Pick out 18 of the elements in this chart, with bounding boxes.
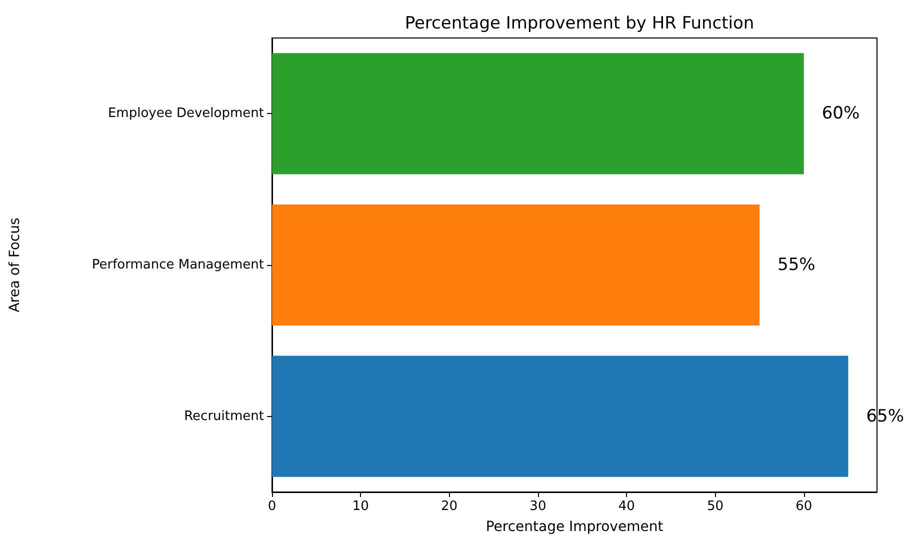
y-tick-label: Performance Management [92,258,264,272]
bar [272,356,848,477]
y-axis-title: Area of Focus [7,218,23,312]
x-tick-label: 20 [441,499,458,514]
data-label: 60% [822,104,860,124]
x-tick-label: 60 [796,499,812,514]
data-label: 55% [778,255,816,275]
x-tick-label: 50 [706,499,724,514]
x-axis-title: Percentage Improvement [486,519,664,535]
x-tick-label: 10 [352,499,369,514]
y-tick-label: Employee Development [108,106,264,122]
x-tick-label: 30 [530,499,546,514]
x-tick-label: 40 [618,499,635,514]
bar [272,53,804,174]
bar [272,204,760,326]
x-tick-label: 0 [268,499,276,514]
y-tick-label: Recruitment [184,408,264,424]
chart-title: Percentage Improvement by HR Function [404,14,754,34]
